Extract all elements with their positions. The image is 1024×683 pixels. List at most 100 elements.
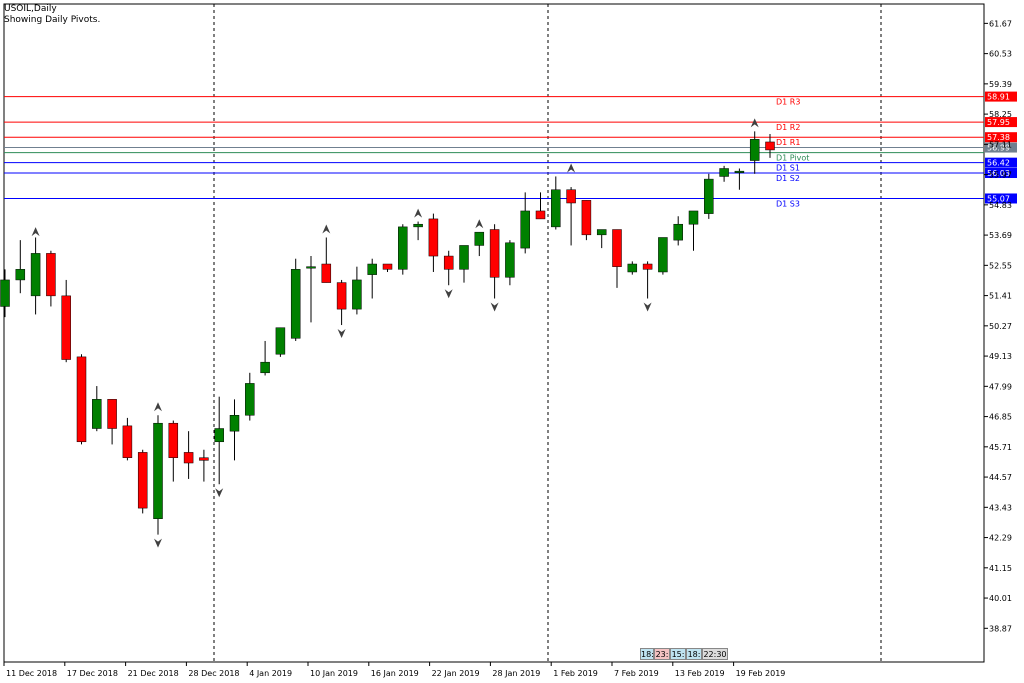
candle-body [688, 210, 699, 225]
y-tick-label: 49.13 [989, 352, 1012, 361]
candle-body [137, 452, 148, 509]
pivot-price-box [985, 117, 1017, 128]
x-tick-label: 17 Dec 2018 [67, 669, 118, 678]
clock-segment: 23: [654, 648, 670, 660]
candle-body [642, 263, 653, 270]
candle-body [612, 229, 622, 267]
y-tick-label: 59.39 [989, 80, 1012, 89]
y-tick-label: 61.67 [989, 19, 1012, 28]
x-tick-label: 16 Jan 2019 [371, 669, 419, 678]
clock-segment: 18: [640, 648, 654, 660]
candle-body [398, 226, 408, 270]
pivot-price-label: 58.91 [987, 93, 1010, 102]
y-tick-label: 47.99 [989, 382, 1012, 391]
candle-body [581, 200, 592, 236]
candle-body [704, 178, 714, 214]
y-tick-label: 46.85 [989, 413, 1012, 422]
pivot-price-label: 57.38 [987, 133, 1010, 142]
candle-body [306, 266, 316, 269]
y-tick-label: 41.15 [989, 564, 1012, 573]
x-tick-label: 11 Dec 2018 [6, 669, 57, 678]
x-tick-label: 19 Feb 2019 [736, 669, 786, 678]
y-tick-label: 43.43 [989, 503, 1012, 512]
pivot-price-box [985, 157, 1017, 168]
pivot-price-box [985, 168, 1017, 179]
candle-body [168, 422, 179, 458]
candle-body [15, 269, 26, 281]
x-tick-label: 10 Jan 2019 [310, 669, 358, 678]
y-tick-label: 55.97 [989, 171, 1012, 180]
candle-body [382, 263, 393, 270]
fractal-up-arrow [567, 163, 576, 173]
x-tick-label: 7 Feb 2019 [614, 669, 659, 678]
candle-body [428, 218, 439, 257]
y-tick-label: 53.69 [989, 231, 1012, 240]
candle-body [719, 168, 729, 177]
fractal-down-arrow [643, 302, 652, 312]
candle-body [30, 253, 41, 297]
fractal-down-arrow [490, 302, 499, 312]
candle-body [505, 242, 515, 278]
candle-body [107, 399, 117, 429]
y-tick-label: 57.11 [989, 140, 1012, 149]
y-tick-label: 58.25 [989, 110, 1012, 119]
candle-body [443, 255, 454, 270]
y-tick-label: 52.55 [989, 261, 1012, 270]
pivot-price-label: 56.42 [987, 159, 1010, 168]
candle-body [92, 399, 102, 429]
pivot-label: D1 R3 [776, 98, 800, 107]
candle-body [489, 229, 500, 278]
candle-body [765, 141, 775, 151]
candle-body [214, 428, 224, 443]
candle-body [275, 327, 286, 355]
fractal-down-arrow [444, 289, 453, 299]
candle-body [229, 415, 240, 432]
candle-body [566, 189, 576, 204]
fractal-up-arrow [322, 224, 331, 234]
candle-body [199, 457, 209, 461]
candle-body [673, 223, 683, 241]
candle-body [321, 263, 332, 283]
candle-body [183, 452, 194, 464]
y-tick-label: 50.27 [989, 322, 1012, 331]
pivot-price-box [985, 91, 1017, 102]
current-price-label: 56.99 [987, 144, 1010, 153]
pivot-label: D1 S1 [776, 164, 800, 173]
candle-body [535, 210, 546, 220]
pivot-label: D1 Pivot [776, 154, 809, 163]
candle-body [520, 210, 530, 249]
fractal-up-arrow [750, 118, 759, 128]
y-tick-label: 51.41 [989, 292, 1012, 301]
x-tick-label: 22 Jan 2019 [432, 669, 480, 678]
x-tick-label: 28 Dec 2018 [188, 669, 239, 678]
clock-segment: 18: [686, 648, 702, 660]
candle-body [122, 425, 133, 458]
fractal-down-arrow [337, 329, 346, 338]
candle-body [474, 231, 485, 246]
fractal-down-arrow [215, 488, 224, 498]
pivot-price-label: 56.03 [987, 169, 1010, 178]
candle-body [413, 223, 423, 228]
chart-symbol-title: USOIL,Daily [4, 4, 57, 14]
candle-body [367, 263, 377, 275]
x-tick-label: 21 Dec 2018 [128, 669, 179, 678]
candle-body [658, 237, 668, 273]
candle-body [551, 189, 561, 228]
candle-body [0, 279, 10, 307]
pivot-label: D1 S2 [776, 174, 800, 183]
candle-body [596, 229, 607, 236]
candle-body [627, 263, 638, 273]
pivot-label: D1 S3 [776, 199, 800, 208]
candle-body [336, 282, 347, 310]
current-price-box [985, 142, 1017, 153]
pivot-price-label: 55.07 [987, 194, 1010, 203]
candle-body [46, 253, 56, 297]
fractal-up-arrow [414, 208, 423, 218]
clock-segment: 22:30 [702, 648, 728, 660]
y-tick-label: 38.87 [989, 624, 1012, 633]
pivot-price-box [985, 193, 1017, 204]
fractal-down-arrow [154, 538, 162, 548]
candle-body [245, 383, 255, 416]
